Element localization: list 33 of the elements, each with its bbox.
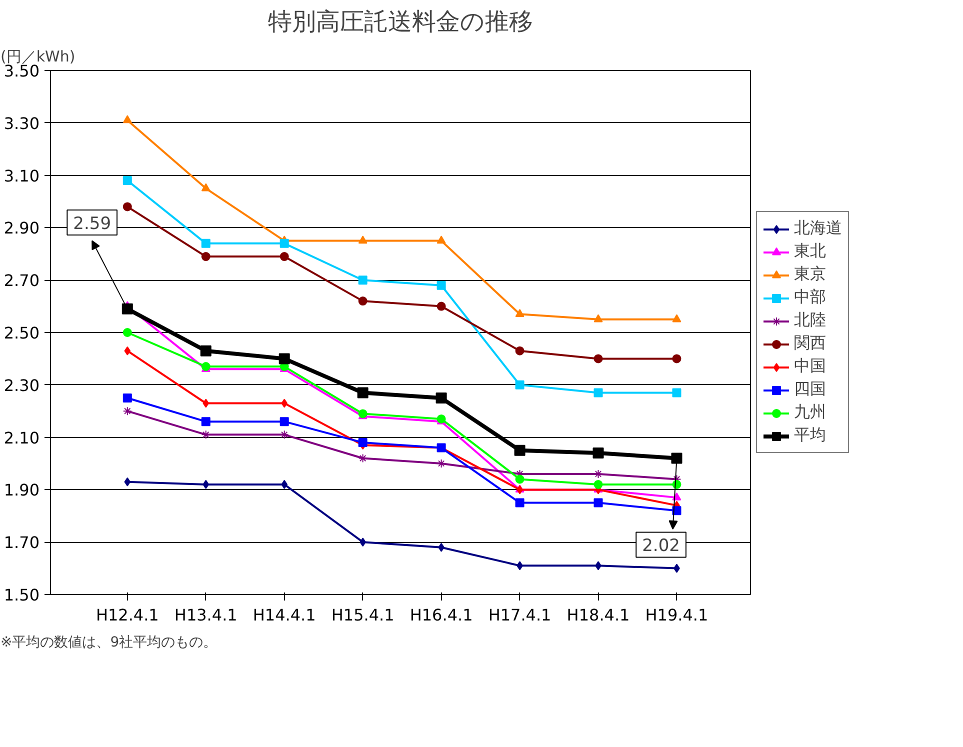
x-tick-label: H18.4.1 <box>566 606 630 624</box>
legend-label: 北海道 <box>794 218 842 239</box>
legend-label: 関西 <box>794 333 826 354</box>
y-tick-label: 2.90 <box>4 218 40 238</box>
legend-label: 四国 <box>794 379 826 400</box>
y-tick-label: 3.10 <box>4 166 40 186</box>
y-tick-label: 1.90 <box>4 480 40 500</box>
x-tick-label: H16.4.1 <box>410 606 473 624</box>
legend-label: 東北 <box>794 241 826 262</box>
y-axis-title: (円／kWh) <box>0 48 76 66</box>
y-tick-label: 2.30 <box>4 376 40 395</box>
y-tick-label: 1.50 <box>4 586 40 604</box>
legend-label: 中国 <box>794 356 826 377</box>
x-tick-label: H17.4.1 <box>488 606 552 624</box>
annotation: 2.02 <box>642 536 680 556</box>
y-tick-label: 3.30 <box>4 114 40 133</box>
x-tick-label: H13.4.1 <box>174 606 238 624</box>
legend-label: 北陸 <box>794 310 826 331</box>
annotation: 2.59 <box>73 214 112 234</box>
y-tick-label: 2.10 <box>4 428 40 448</box>
legend-label: 九州 <box>794 402 826 423</box>
legend-label: 平均 <box>794 425 826 446</box>
text: ※平均の数値は、9社平均のもの。 <box>0 634 218 650</box>
legend-label: 中部 <box>794 287 826 308</box>
x-tick-label: H14.4.1 <box>252 606 316 624</box>
x-tick-label: H12.4.1 <box>96 606 159 624</box>
y-tick-label: 2.70 <box>4 271 40 290</box>
y-tick-label: 2.50 <box>4 324 40 342</box>
x-tick-label: H15.4.1 <box>331 606 394 624</box>
chart-title: 特別高圧託送料金の推移 <box>268 8 533 36</box>
y-tick-label: 1.70 <box>4 533 40 552</box>
x-tick-label: H19.4.1 <box>645 606 708 624</box>
legend-label: 東京 <box>794 264 826 285</box>
